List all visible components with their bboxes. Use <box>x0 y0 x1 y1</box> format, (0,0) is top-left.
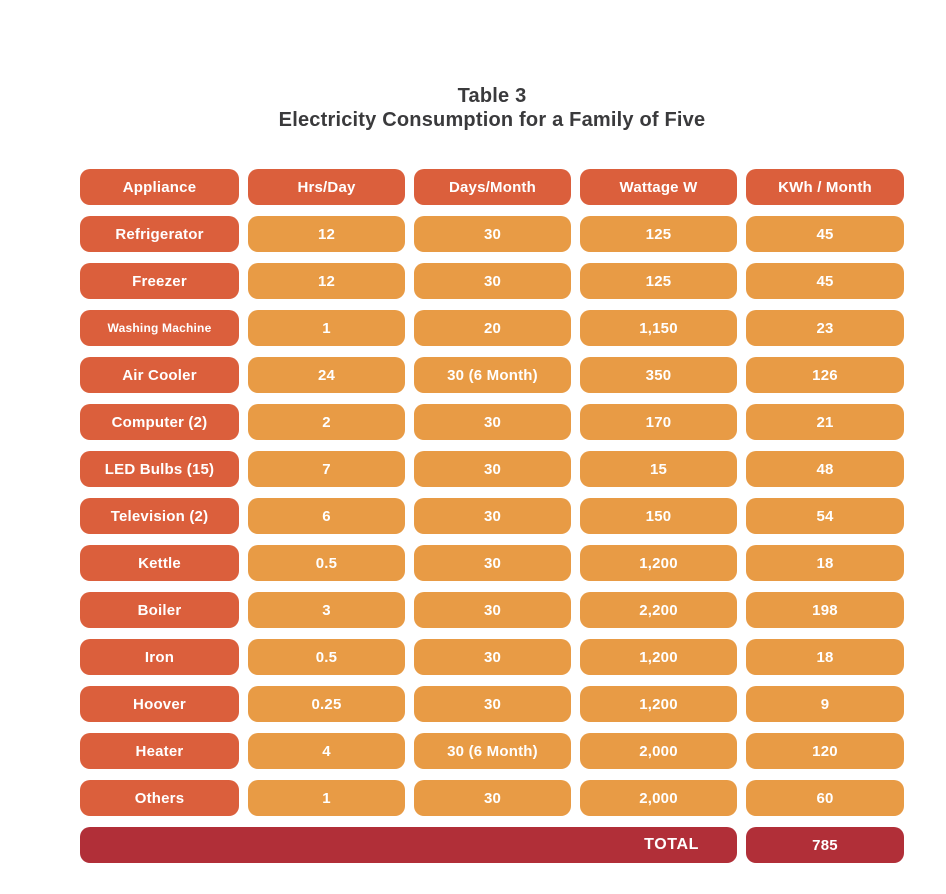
total-value-cell: 785 <box>746 827 904 863</box>
hrs-day-cell: 3 <box>248 592 405 628</box>
kwh-month-cell: 45 <box>746 216 904 252</box>
days-month-cell: 30 <box>414 498 571 534</box>
wattage-cell: 125 <box>580 263 737 299</box>
hrs-day-cell: 0.5 <box>248 545 405 581</box>
table-row: LED Bulbs (15) 7 30 15 48 <box>80 451 904 487</box>
kwh-month-cell: 126 <box>746 357 904 393</box>
appliance-cell: LED Bulbs (15) <box>80 451 239 487</box>
days-month-cell: 30 <box>414 639 571 675</box>
appliance-cell: Kettle <box>80 545 239 581</box>
wattage-cell: 170 <box>580 404 737 440</box>
hrs-day-cell: 6 <box>248 498 405 534</box>
header-cell-kwh-month: KWh / Month <box>746 169 904 205</box>
hrs-day-cell: 0.5 <box>248 639 405 675</box>
hrs-day-cell: 7 <box>248 451 405 487</box>
appliance-cell: Freezer <box>80 263 239 299</box>
days-month-cell: 30 <box>414 780 571 816</box>
kwh-month-cell: 18 <box>746 639 904 675</box>
hrs-day-cell: 12 <box>248 263 405 299</box>
table-row: Air Cooler 24 30 (6 Month) 350 126 <box>80 357 904 393</box>
days-month-cell: 30 <box>414 686 571 722</box>
wattage-cell: 2,000 <box>580 780 737 816</box>
kwh-month-cell: 23 <box>746 310 904 346</box>
appliance-cell: Hoover <box>80 686 239 722</box>
days-month-cell: 30 (6 Month) <box>414 733 571 769</box>
wattage-cell: 350 <box>580 357 737 393</box>
wattage-cell: 1,200 <box>580 545 737 581</box>
wattage-cell: 2,200 <box>580 592 737 628</box>
table-row: Washing Machine 1 20 1,150 23 <box>80 310 904 346</box>
table-row: Heater 4 30 (6 Month) 2,000 120 <box>80 733 904 769</box>
kwh-month-cell: 9 <box>746 686 904 722</box>
electricity-consumption-table: Appliance Hrs/Day Days/Month Wattage W K… <box>80 169 904 863</box>
kwh-month-cell: 60 <box>746 780 904 816</box>
kwh-month-cell: 54 <box>746 498 904 534</box>
kwh-month-cell: 198 <box>746 592 904 628</box>
kwh-month-cell: 21 <box>746 404 904 440</box>
wattage-cell: 2,000 <box>580 733 737 769</box>
days-month-cell: 30 <box>414 404 571 440</box>
hrs-day-cell: 24 <box>248 357 405 393</box>
wattage-cell: 150 <box>580 498 737 534</box>
table-row: Boiler 3 30 2,200 198 <box>80 592 904 628</box>
hrs-day-cell: 1 <box>248 310 405 346</box>
header-cell-appliance: Appliance <box>80 169 239 205</box>
table-caption: Electricity Consumption for a Family of … <box>278 109 706 131</box>
hrs-day-cell: 2 <box>248 404 405 440</box>
appliance-cell: Television (2) <box>80 498 239 534</box>
header-cell-days-month: Days/Month <box>414 169 571 205</box>
hrs-day-cell: 12 <box>248 216 405 252</box>
table-row: Refrigerator 12 30 125 45 <box>80 216 904 252</box>
wattage-cell: 1,200 <box>580 686 737 722</box>
appliance-cell: Air Cooler <box>80 357 239 393</box>
days-month-cell: 30 <box>414 545 571 581</box>
table-row: Iron 0.5 30 1,200 18 <box>80 639 904 675</box>
kwh-month-cell: 18 <box>746 545 904 581</box>
wattage-cell: 1,200 <box>580 639 737 675</box>
appliance-cell: Iron <box>80 639 239 675</box>
wattage-cell: 15 <box>580 451 737 487</box>
appliance-cell: Refrigerator <box>80 216 239 252</box>
days-month-cell: 30 (6 Month) <box>414 357 571 393</box>
appliance-cell: Boiler <box>80 592 239 628</box>
table-row: Television (2) 6 30 150 54 <box>80 498 904 534</box>
appliance-cell: Computer (2) <box>80 404 239 440</box>
days-month-cell: 30 <box>414 263 571 299</box>
hrs-day-cell: 1 <box>248 780 405 816</box>
table-title: Table 3 Electricity Consumption for a Fa… <box>80 84 904 132</box>
appliance-cell: Heater <box>80 733 239 769</box>
table-row: Freezer 12 30 125 45 <box>80 263 904 299</box>
header-cell-wattage: Wattage W <box>580 169 737 205</box>
hrs-day-cell: 4 <box>248 733 405 769</box>
days-month-cell: 30 <box>414 451 571 487</box>
table-row: Kettle 0.5 30 1,200 18 <box>80 545 904 581</box>
table-row: Computer (2) 2 30 170 21 <box>80 404 904 440</box>
kwh-month-cell: 48 <box>746 451 904 487</box>
wattage-cell: 1,150 <box>580 310 737 346</box>
days-month-cell: 20 <box>414 310 571 346</box>
total-row: TOTAL 785 <box>80 827 904 863</box>
table-row: Others 1 30 2,000 60 <box>80 780 904 816</box>
hrs-day-cell: 0.25 <box>248 686 405 722</box>
table-number: Table 3 <box>457 85 527 107</box>
appliance-cell: Washing Machine <box>80 310 239 346</box>
header-cell-hrs-day: Hrs/Day <box>248 169 405 205</box>
wattage-cell: 125 <box>580 216 737 252</box>
table-row: Hoover 0.25 30 1,200 9 <box>80 686 904 722</box>
kwh-month-cell: 120 <box>746 733 904 769</box>
days-month-cell: 30 <box>414 592 571 628</box>
total-label-cell: TOTAL <box>80 827 737 863</box>
header-row: Appliance Hrs/Day Days/Month Wattage W K… <box>80 169 904 205</box>
appliance-cell: Others <box>80 780 239 816</box>
days-month-cell: 30 <box>414 216 571 252</box>
kwh-month-cell: 45 <box>746 263 904 299</box>
